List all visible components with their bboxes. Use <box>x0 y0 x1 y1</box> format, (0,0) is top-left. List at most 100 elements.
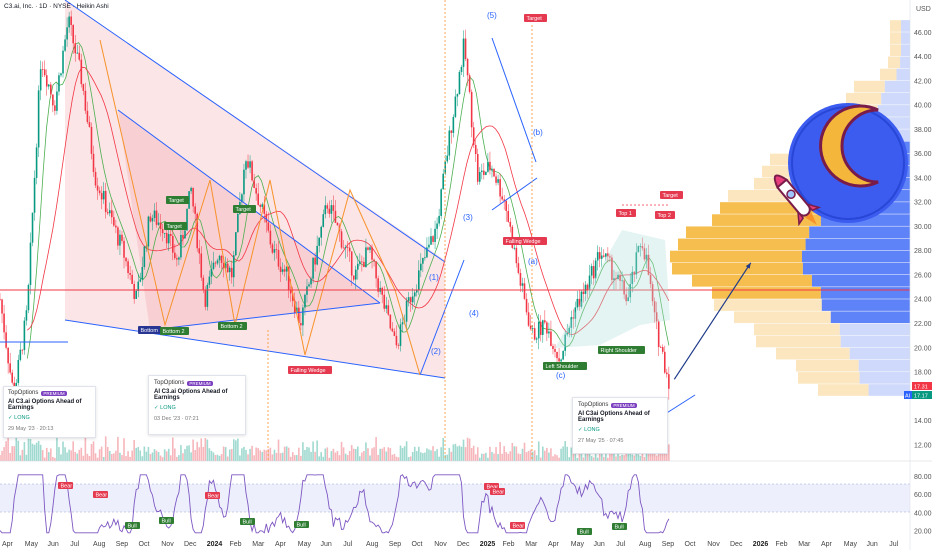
volume-bar <box>369 455 371 461</box>
price-tag-prefix-bg <box>904 391 912 399</box>
time-axis[interactable]: Apr May Jun Jul Aug Sep Oct Nov Dec 2024 Feb Mar Apr… <box>2 541 899 548</box>
candle <box>133 284 135 299</box>
candle <box>566 332 569 335</box>
candle <box>391 328 394 332</box>
candle <box>348 247 351 252</box>
candle <box>422 257 424 264</box>
candle <box>123 240 125 258</box>
annotation-label-bg <box>233 205 256 213</box>
volume-bar <box>19 455 22 461</box>
rsi-signal: Bear <box>493 490 505 496</box>
candle <box>117 227 119 246</box>
idea-card-1[interactable]: TopOptions PREMIUM AI C3.ai Options Ahead… <box>3 386 96 438</box>
volume-bar <box>399 445 402 461</box>
candle <box>306 286 308 295</box>
idea-direction: ✓ LONG <box>8 415 30 421</box>
volume-bar <box>639 456 642 461</box>
price-tick-12: 36.00 <box>914 151 932 158</box>
candle <box>495 176 497 183</box>
rsi-axis[interactable]: 20.00 40.00 60.00 80.00 <box>914 474 932 535</box>
vp-bar-down <box>901 32 910 44</box>
candle <box>58 75 60 92</box>
volume-bar <box>163 449 166 461</box>
volume-bar <box>204 438 207 461</box>
volume-bar <box>391 454 394 461</box>
candle <box>202 277 205 290</box>
volume-bar <box>60 454 62 461</box>
volume-bar <box>15 436 18 461</box>
idea-card-3[interactable]: TopOptions PREMIUM AI C3ai Options Ahead … <box>572 397 668 454</box>
volume-bar <box>72 441 74 461</box>
annotation-label: Target <box>663 193 679 199</box>
volume-bar <box>214 454 217 461</box>
annotation-label: Bottom 2 <box>163 329 185 335</box>
candle <box>383 294 386 309</box>
volume-bar <box>570 447 573 461</box>
projection-arrowhead <box>745 262 751 269</box>
volume-bar <box>159 455 162 461</box>
volume-bars <box>0 436 670 461</box>
candle <box>111 210 113 218</box>
candle <box>178 257 180 260</box>
volume-bar <box>623 455 625 461</box>
candle <box>550 331 552 347</box>
volume-bar <box>157 452 160 461</box>
annotation-label-bg <box>288 366 332 374</box>
candle <box>78 52 81 60</box>
candle <box>354 269 357 280</box>
candle <box>592 266 595 279</box>
vp-bar-up <box>670 250 802 263</box>
candle <box>235 232 237 256</box>
vp-bar-up <box>776 347 850 360</box>
volume-bar <box>232 439 235 461</box>
volume-bar <box>70 450 72 461</box>
candle <box>47 84 50 87</box>
volume-bar <box>228 449 231 461</box>
candle <box>657 321 660 348</box>
candle <box>218 255 221 261</box>
candle <box>544 320 546 323</box>
candle <box>212 262 215 269</box>
candle <box>401 322 404 325</box>
volume-bar <box>460 446 463 461</box>
candle <box>310 278 312 285</box>
volume-bar <box>212 452 215 461</box>
candle <box>247 161 249 168</box>
volume-bar <box>277 439 280 461</box>
candle <box>300 323 302 326</box>
time-tick-9: 2024 <box>207 541 223 548</box>
candle <box>135 290 138 299</box>
candle <box>389 314 392 329</box>
volume-bar <box>552 456 554 461</box>
volume-bar <box>310 451 312 461</box>
candle <box>143 246 146 268</box>
idea-card-2[interactable]: TopOptions PREMIUM AI C3.ai Options Ahead… <box>148 375 246 435</box>
candle <box>352 275 355 280</box>
wave-label: (1) <box>429 273 439 282</box>
projection-arrow <box>673 262 752 380</box>
symbol-header[interactable]: C3.ai, Inc. · 1D · NYSE · Heikin Ashi <box>4 3 109 10</box>
volume-bar <box>379 448 381 461</box>
candle <box>554 349 556 352</box>
annotation-label: Falling Wedge <box>506 239 541 245</box>
candle <box>314 257 316 265</box>
volume-bar <box>261 451 264 461</box>
rsi-tick-2: 60.00 <box>914 492 932 499</box>
volume-bar <box>566 446 569 461</box>
trendlines <box>0 0 910 460</box>
candle <box>180 234 182 258</box>
vp-bar-down <box>840 335 910 348</box>
volume-bar <box>659 448 662 461</box>
candle <box>647 254 650 275</box>
volume-bar <box>149 454 152 461</box>
candle <box>119 234 121 246</box>
volume-bar <box>11 446 13 461</box>
candle <box>318 237 320 246</box>
volume-bar <box>428 449 430 461</box>
candle <box>265 213 268 223</box>
candle <box>525 298 528 313</box>
volume-bar <box>13 446 16 461</box>
rsi-signal: Bear <box>96 493 108 499</box>
idea-timestamp: 29 May '23 · 20:13 <box>8 426 54 432</box>
